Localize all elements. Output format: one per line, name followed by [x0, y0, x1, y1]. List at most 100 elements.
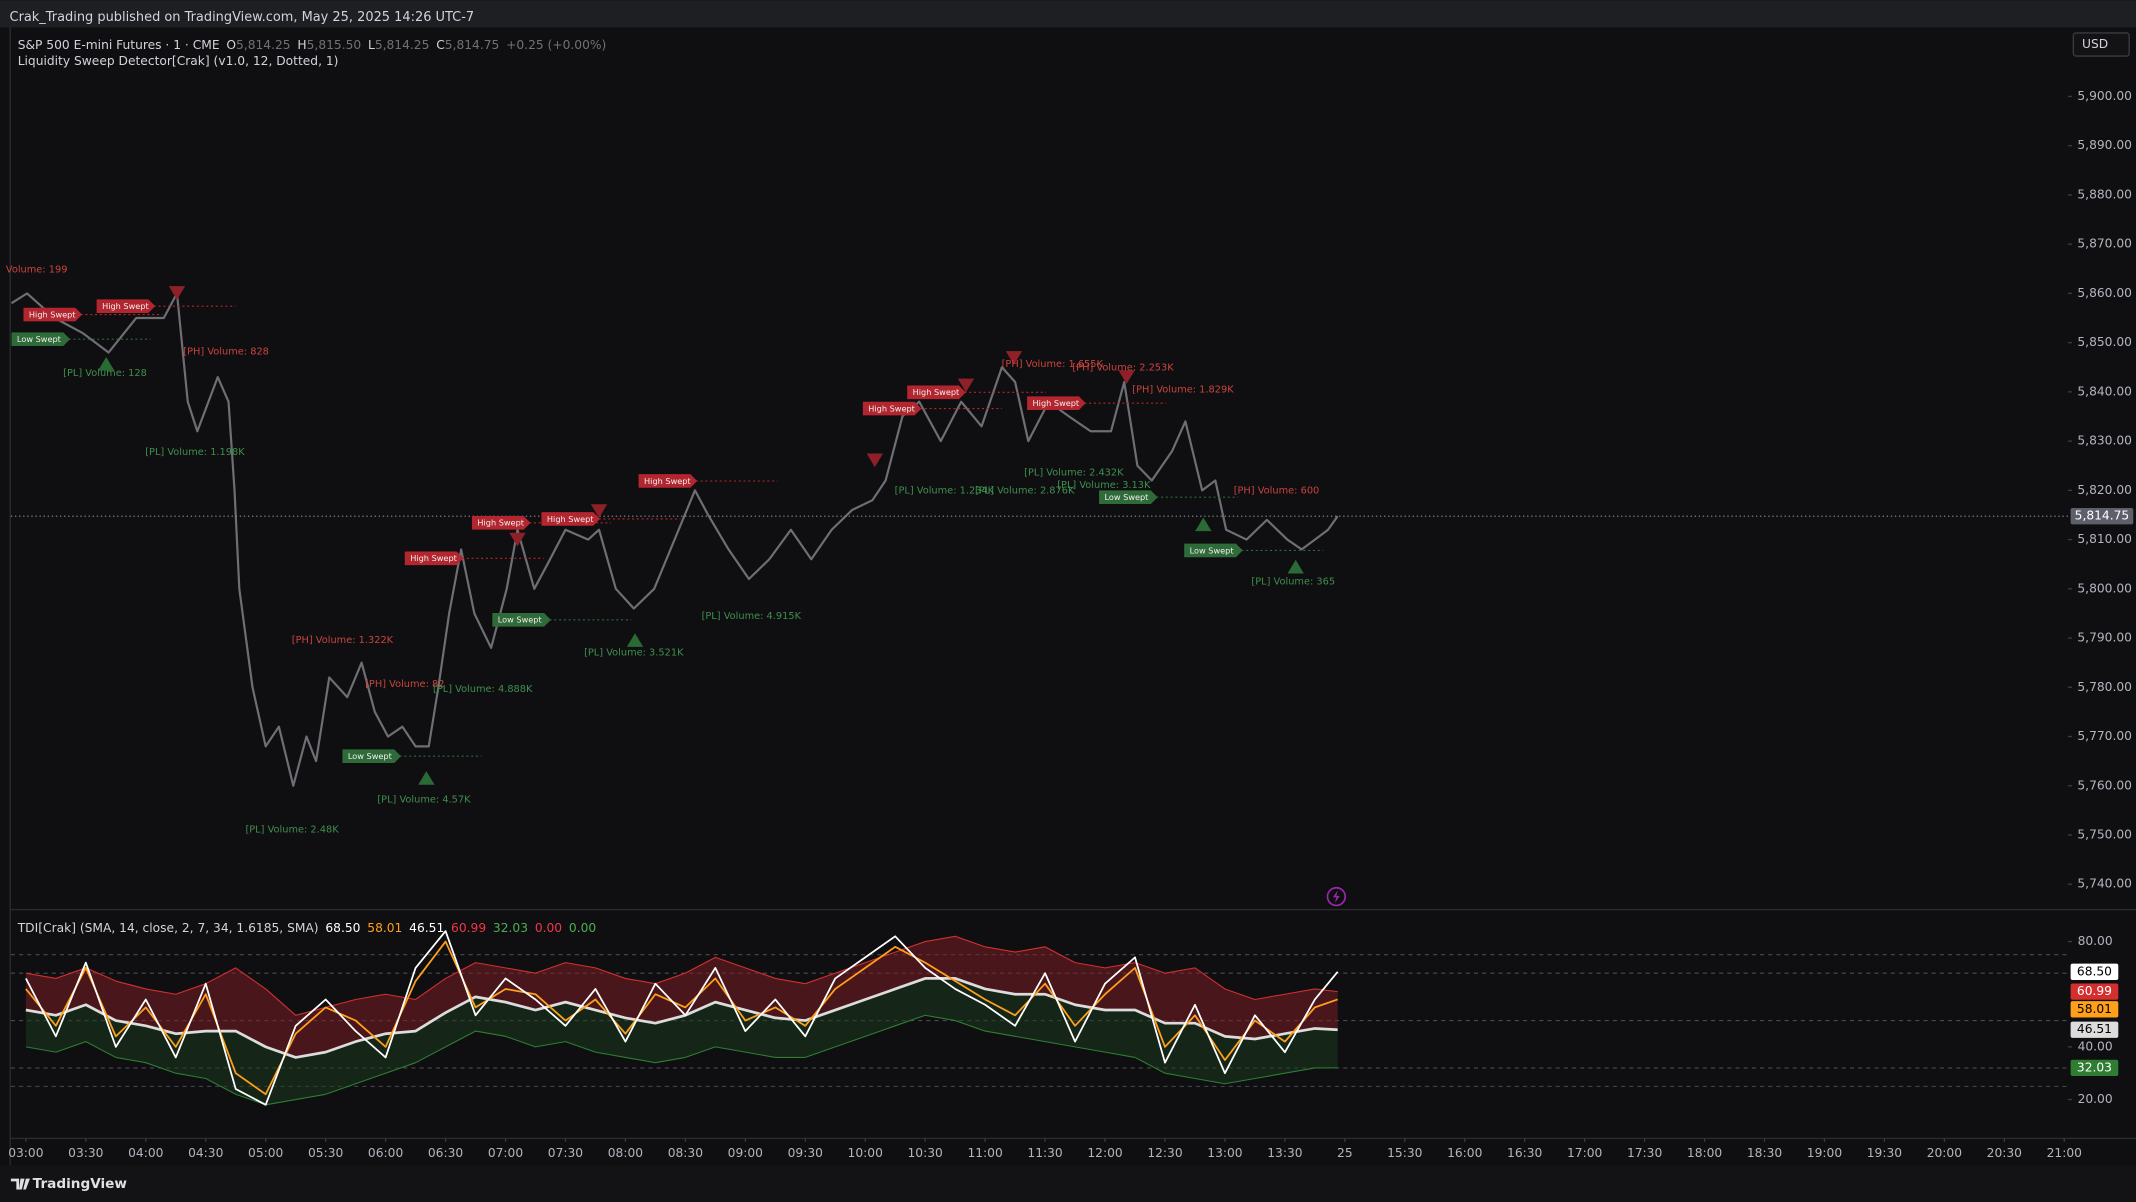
value-tag-label: 46.51 — [2077, 1022, 2112, 1036]
sweep-tag — [342, 749, 402, 764]
tdi-title: TDI[Crak] (SMA, 14, close, 2, 7, 34, 1.6… — [17, 920, 319, 934]
x-tick-label: 16:00 — [1447, 1146, 1482, 1160]
pivot-high — [957, 378, 975, 393]
sweep-label: High Swept — [547, 514, 594, 524]
y-tick-label: 5,890.00 — [2077, 138, 2132, 152]
x-tick-label: 10:00 — [848, 1146, 883, 1160]
pivot-low — [1195, 517, 1212, 532]
volume-annotation: [PH] Volume: 600 — [1234, 485, 1320, 496]
x-tick-label: 10:30 — [908, 1146, 943, 1160]
currency-label[interactable]: USD — [2082, 37, 2108, 51]
pivot-high — [590, 504, 608, 518]
y-tick-label: 5,770.00 — [2077, 729, 2132, 743]
volume-annotation: [PH] Volume: 828 — [183, 346, 269, 357]
sweep-label: High Swept — [410, 553, 457, 563]
y-tick-label: 5,760.00 — [2077, 778, 2132, 792]
x-tick-label: 13:00 — [1207, 1146, 1242, 1160]
tdi-line — [25, 1014, 1338, 1106]
x-tick-label: 19:30 — [1867, 1146, 1902, 1160]
pivot-high — [1005, 351, 1023, 365]
y-tick-label: 5,780.00 — [2077, 680, 2132, 694]
y-tick-label: 5,790.00 — [2077, 631, 2132, 645]
volume-annotation: [PL] Volume: 365 — [1251, 576, 1335, 587]
x-tick-label: 20:00 — [1927, 1146, 1962, 1160]
tdi-legend-value: 68.50 — [325, 920, 360, 934]
value-tag-label: 58.01 — [2077, 1002, 2112, 1016]
sweep-tag — [96, 299, 156, 313]
y-tick-label: 5,740.00 — [2077, 877, 2132, 891]
pivot-low — [418, 771, 435, 785]
x-tick-label: 08:30 — [668, 1146, 703, 1160]
volume-annotation: [PL] Volume: 128 — [63, 368, 147, 379]
alert-icon[interactable] — [1326, 886, 1347, 907]
x-tick-label: 25 — [1337, 1146, 1353, 1160]
sweep-label: Low Swept — [348, 751, 392, 761]
volume-annotation: [PH] Volume: 1.829K — [1132, 384, 1234, 395]
x-tick-label: 11:00 — [967, 1146, 1002, 1160]
y-tick-label: 5,830.00 — [2077, 434, 2132, 448]
value-tag — [2070, 1001, 2119, 1018]
band-fill — [25, 936, 1338, 1058]
volume-annotation: [PL] Volume: 3.13K — [1057, 480, 1151, 491]
x-tick-label: 09:30 — [788, 1146, 823, 1160]
y-tick-label: 80.00 — [2078, 934, 2113, 948]
value-tag — [2070, 1059, 2119, 1077]
y-tick-label: 5,810.00 — [2077, 532, 2132, 546]
tdi-legend-value: 58.01 — [367, 920, 402, 934]
currency-button[interactable] — [2072, 32, 2130, 57]
tdi-legend-value: 60.99 — [451, 920, 486, 934]
ohlc-value: 5,814.75 — [445, 38, 500, 52]
symbol-title: S&P 500 E-mini Futures · 1 · CME — [18, 38, 220, 52]
ohlc-value: 5,814.25 — [375, 38, 430, 52]
x-tick-label: 06:30 — [428, 1146, 463, 1160]
x-tick-label: 07:00 — [488, 1146, 523, 1160]
sweep-label: Low Swept — [1190, 545, 1234, 555]
pivot-high — [866, 453, 883, 468]
y-tick-label: 5,850.00 — [2077, 335, 2132, 349]
pivot-low — [98, 356, 115, 371]
sweep-label: High Swept — [29, 309, 76, 319]
sweep-label: Low Swept — [498, 615, 542, 625]
x-tick-label: 20:30 — [1987, 1146, 2022, 1160]
sweep-tag — [907, 385, 966, 400]
volume-annotation: [PL] Volume: 2.48K — [245, 825, 339, 836]
ohlc-key: C — [436, 38, 445, 52]
y-tick-label: 5,860.00 — [2077, 286, 2132, 300]
volume-annotation: [PL] Volume: 4.888K — [433, 684, 533, 695]
pivot-high — [168, 286, 186, 300]
sweep-label: High Swept — [102, 301, 149, 311]
value-tag — [2070, 1021, 2119, 1038]
sweep-tag — [1184, 543, 1243, 558]
last-price-tag — [2070, 508, 2134, 525]
x-tick-label: 05:30 — [308, 1146, 343, 1160]
volume-annotation: [PH] Volume: 1.655K — [1002, 359, 1104, 370]
price-line — [10, 292, 1339, 787]
footer-brand: TradingView — [33, 1176, 128, 1192]
x-tick-label: 08:00 — [608, 1146, 643, 1160]
x-tick-label: 07:30 — [548, 1146, 583, 1160]
x-tick-label: 21:00 — [2047, 1146, 2082, 1160]
sweep-label: High Swept — [644, 476, 691, 486]
alert-bolt[interactable] — [1332, 890, 1340, 903]
sweep-tag — [1027, 396, 1086, 410]
volume-annotation: [PH] Volume: 1.322K — [292, 635, 394, 646]
ohlc-key: H — [297, 38, 306, 52]
volume-annotation: [PL] Volume: 2.432K — [1024, 468, 1124, 479]
x-tick-label: 03:30 — [68, 1146, 103, 1160]
y-tick-label: 20.00 — [2078, 1092, 2113, 1106]
y-tick-label: 5,840.00 — [2077, 384, 2132, 398]
volume-annotation: [PL] Volume: 3.521K — [584, 647, 684, 658]
sweep-tag — [404, 551, 464, 566]
alert-circle[interactable] — [1326, 886, 1347, 907]
sweep-label: High Swept — [913, 387, 960, 397]
x-tick-label: 13:30 — [1267, 1146, 1302, 1160]
volume-annotation: [PH] Volume: 82 — [365, 679, 444, 690]
tdi-legend-value: 46.51 — [409, 920, 444, 934]
ohlc-value: 5,814.25 — [236, 38, 291, 52]
x-tick-label: 12:30 — [1147, 1146, 1182, 1160]
x-tick-label: 19:00 — [1807, 1146, 1842, 1160]
y-tick-label: 40.00 — [2078, 1039, 2113, 1053]
volume-annotation: [PL] Volume: 4.57K — [377, 795, 471, 806]
last-price-label: 5,814.75 — [2075, 509, 2130, 523]
